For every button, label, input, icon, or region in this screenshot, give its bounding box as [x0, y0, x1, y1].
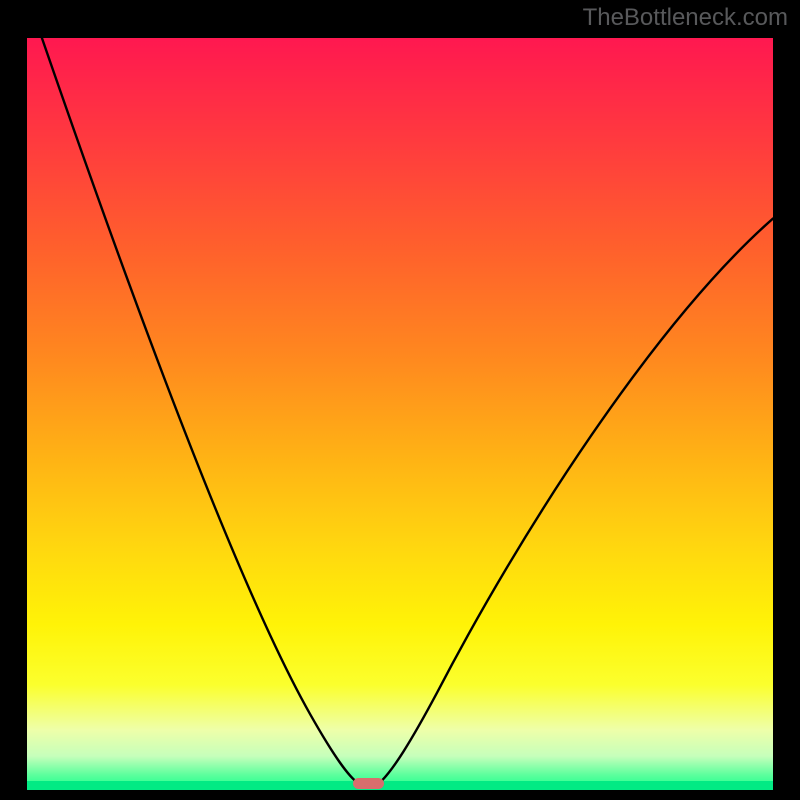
curve-svg	[27, 38, 773, 790]
minimum-marker	[353, 778, 384, 789]
right-curve	[379, 218, 773, 783]
watermark-text: TheBottleneck.com	[583, 4, 788, 32]
left-curve	[42, 38, 358, 783]
plot-area	[27, 38, 773, 790]
